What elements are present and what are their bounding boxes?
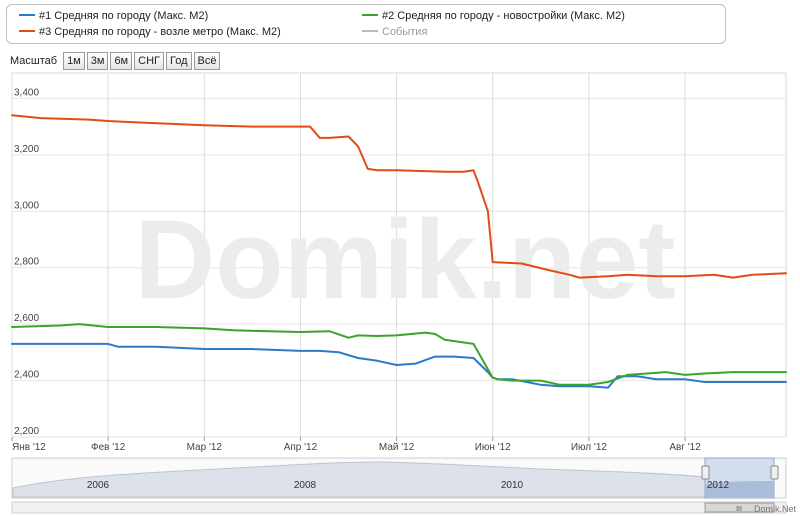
y-tick-label: 2,600 bbox=[14, 313, 39, 324]
series-2-swatch-icon bbox=[362, 14, 378, 17]
legend-label-series-3: #3 Средняя по городу - возле метро (Макс… bbox=[39, 26, 281, 38]
y-axis-ticks: 2,200 2,400 2,600 2,800 3,000 3,200 3,400 bbox=[14, 87, 39, 437]
legend-label-series-2: #2 Средняя по городу - новостройки (Макс… bbox=[382, 10, 625, 22]
series-3-line[interactable] bbox=[11, 114, 787, 279]
zoom-button-3m[interactable]: 3м bbox=[86, 52, 109, 70]
navigator-year-label: 2012 bbox=[707, 480, 730, 491]
series-1-line[interactable] bbox=[11, 342, 787, 389]
navigator-scrollbar-track[interactable] bbox=[11, 501, 787, 514]
legend-item-events[interactable]: События bbox=[362, 26, 427, 38]
x-tick-label: Авг '12 bbox=[669, 442, 701, 453]
zoom-button-all[interactable]: Всё bbox=[193, 52, 221, 70]
navigator-selection-area bbox=[705, 481, 774, 497]
y-tick-label: 2,400 bbox=[14, 370, 39, 381]
zoom-button-6m[interactable]: 6м bbox=[110, 52, 133, 70]
y-tick-label: 2,200 bbox=[14, 426, 39, 437]
zoom-toolbar: Масштаб 1м 3м 6м СНГ Год Всё bbox=[10, 52, 222, 70]
navigator-left-handle[interactable] bbox=[701, 465, 710, 480]
chart-legend: #1 Средняя по городу (Макс. М2) #2 Средн… bbox=[6, 4, 726, 44]
x-tick-label: Янв '12 bbox=[12, 442, 46, 453]
zoom-button-ytd[interactable]: СНГ bbox=[134, 52, 164, 70]
navigator-year-label: 2008 bbox=[294, 480, 317, 491]
navigator[interactable]: 2006 2008 2010 2012 III bbox=[11, 457, 787, 514]
zoom-button-1m[interactable]: 1м bbox=[63, 52, 85, 70]
legend-item-series-2[interactable]: #2 Средняя по городу - новостройки (Макс… bbox=[362, 10, 625, 22]
watermark: Domik.net bbox=[134, 197, 675, 322]
series-2-line[interactable] bbox=[11, 323, 787, 386]
legend-label-series-1: #1 Средняя по городу (Макс. М2) bbox=[39, 10, 209, 22]
grid-lines bbox=[11, 73, 786, 438]
legend-item-series-3[interactable]: #3 Средняя по городу - возле метро (Макс… bbox=[19, 26, 281, 38]
scrollbar-grip-icon: III bbox=[736, 506, 742, 513]
legend-item-series-1[interactable]: #1 Средняя по городу (Макс. М2) bbox=[19, 10, 208, 22]
navigator-right-handle[interactable] bbox=[770, 465, 779, 480]
x-tick-label: Май '12 bbox=[379, 442, 415, 453]
y-tick-label: 3,200 bbox=[14, 144, 39, 155]
x-tick-label: Апр '12 bbox=[284, 442, 318, 453]
series-3-swatch-icon bbox=[19, 30, 35, 33]
series-1-swatch-icon bbox=[19, 14, 35, 17]
zoom-label: Масштаб bbox=[10, 55, 58, 67]
navigator-year-label: 2006 bbox=[87, 480, 110, 491]
x-tick-label: Июн '12 bbox=[475, 442, 511, 453]
footer-credit: Domik.Net bbox=[753, 504, 796, 514]
plot-area bbox=[11, 72, 787, 438]
y-tick-label: 2,800 bbox=[14, 257, 39, 268]
x-tick-label: Фев '12 bbox=[91, 442, 126, 453]
x-tick-label: Мар '12 bbox=[187, 442, 223, 453]
x-axis-ticks: Янв '12 Фев '12 Мар '12 Апр '12 Май '12 Июн '… bbox=[11, 437, 701, 453]
y-tick-label: 3,400 bbox=[14, 87, 39, 98]
series-lines bbox=[11, 114, 787, 389]
zoom-button-1y[interactable]: Год bbox=[165, 52, 192, 70]
events-swatch-icon bbox=[362, 30, 378, 33]
navigator-scrollbar-thumb[interactable] bbox=[704, 502, 775, 513]
navigator-area bbox=[12, 461, 706, 498]
y-tick-label: 3,000 bbox=[14, 200, 39, 211]
navigator-year-label: 2010 bbox=[501, 480, 524, 491]
legend-label-events: События bbox=[382, 26, 428, 38]
x-tick-label: Июл '12 bbox=[571, 442, 608, 453]
